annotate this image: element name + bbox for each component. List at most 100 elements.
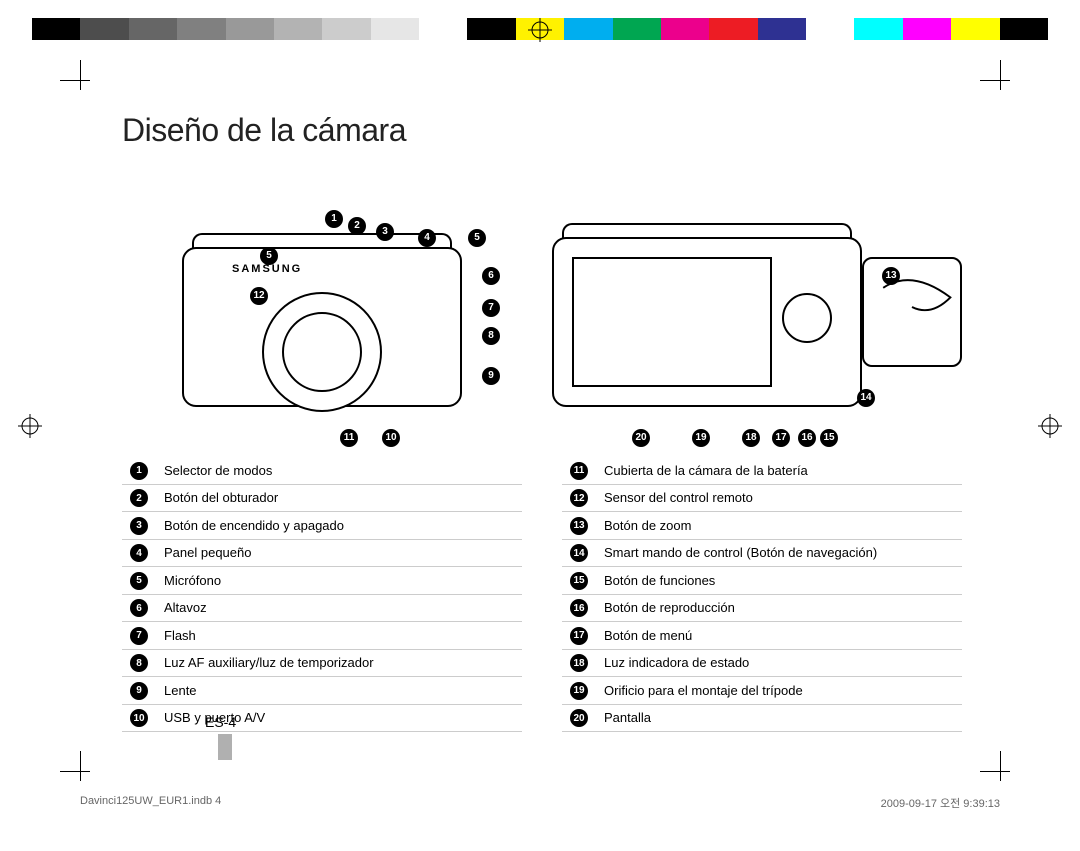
camera-front-figure: SAMSUNG 1234556789101112 [122, 177, 482, 437]
legend-label: Selector de modos [156, 457, 522, 484]
number-circle-icon: 7 [130, 627, 148, 645]
calibration-swatch [564, 18, 612, 40]
dial-icon [782, 293, 832, 343]
callout-number: 11 [340, 429, 358, 447]
content-area: Diseño de la cámara SAMSUNG 123455678910… [122, 112, 962, 732]
legend-label: Botón de reproducción [596, 594, 962, 622]
legend-number-cell: 8 [122, 649, 156, 677]
legend-row: 13 Botón de zoom [562, 512, 962, 540]
callout-number: 2 [348, 217, 366, 235]
legend-row: 15 Botón de funciones [562, 567, 962, 595]
legend-number-cell: 2 [122, 484, 156, 512]
legend-label: Cubierta de la cámara de la batería [596, 457, 962, 484]
number-circle-icon: 1 [130, 462, 148, 480]
legend-number-cell: 16 [562, 594, 596, 622]
callout-number: 20 [632, 429, 650, 447]
calibration-swatch [758, 18, 806, 40]
legend-label: Botón de encendido y apagado [156, 512, 522, 540]
calibration-swatch [80, 18, 128, 40]
legend-row: 11 Cubierta de la cámara de la batería [562, 457, 962, 484]
callout-number: 9 [482, 367, 500, 385]
footer-left: Davinci125UW_EUR1.indb 4 [80, 795, 221, 811]
legend-number-cell: 1 [122, 457, 156, 484]
legend-label: Lente [156, 677, 522, 705]
legend-number-cell: 4 [122, 539, 156, 567]
legend-number-cell: 13 [562, 512, 596, 540]
legend-number-cell: 11 [562, 457, 596, 484]
legend-number-cell: 3 [122, 512, 156, 540]
legend-label: Luz indicadora de estado [596, 649, 962, 677]
legend-label: Micrófono [156, 567, 522, 595]
page-root: Diseño de la cámara SAMSUNG 123455678910… [0, 0, 1080, 851]
legend-row: 1 Selector de modos [122, 457, 522, 484]
number-circle-icon: 5 [130, 572, 148, 590]
footer: Davinci125UW_EUR1.indb 4 2009-09-17 오전 9… [80, 795, 1000, 811]
legend-label: Pantalla [596, 704, 962, 732]
number-circle-icon: 15 [570, 572, 588, 590]
registration-mark-icon [18, 414, 42, 438]
legend-row: 7 Flash [122, 622, 522, 650]
legend-row: 6Altavoz [122, 594, 522, 622]
legend-label: Botón de funciones [596, 567, 962, 595]
number-circle-icon: 6 [130, 599, 148, 617]
callout-number: 19 [692, 429, 710, 447]
registration-mark-icon [1038, 414, 1062, 438]
number-circle-icon: 11 [570, 462, 588, 480]
callout-number: 15 [820, 429, 838, 447]
strap-inset-icon [862, 257, 962, 367]
legend-number-cell: 18 [562, 649, 596, 677]
calibration-swatch [467, 18, 515, 40]
legend-label: Botón de zoom [596, 512, 962, 540]
page-number: ES-4 [205, 714, 236, 730]
calibration-swatch [419, 18, 467, 40]
camera-back-figure: 1314151617181920 [522, 177, 962, 437]
callout-number: 8 [482, 327, 500, 345]
callout-number: 13 [882, 267, 900, 285]
legend-row: 3Botón de encendido y apagado [122, 512, 522, 540]
number-circle-icon: 14 [570, 544, 588, 562]
number-circle-icon: 2 [130, 489, 148, 507]
legend-row: 16Botón de reproducción [562, 594, 962, 622]
callout-number: 5 [260, 247, 278, 265]
legend-right: 11 Cubierta de la cámara de la batería12S… [562, 457, 962, 732]
legend-row: 20Pantalla [562, 704, 962, 732]
callout-number: 1 [325, 210, 343, 228]
legend-label: Botón del obturador [156, 484, 522, 512]
callout-number: 14 [857, 389, 875, 407]
legend-number-cell: 15 [562, 567, 596, 595]
calibration-swatch [903, 18, 951, 40]
legend-label: Orificio para el montaje del trípode [596, 677, 962, 705]
callout-number: 17 [772, 429, 790, 447]
calibration-swatch [274, 18, 322, 40]
legend-label: Luz AF auxiliary/luz de temporizador [156, 649, 522, 677]
legend-row: 9 Lente [122, 677, 522, 705]
legend-number-cell: 9 [122, 677, 156, 705]
legend-number-cell: 17 [562, 622, 596, 650]
legend-row: 12Sensor del control remoto [562, 484, 962, 512]
legend-row: 5 Micrófono [122, 567, 522, 595]
camera-lens-inner-icon [282, 312, 362, 392]
crop-mark-icon [980, 751, 1020, 791]
number-circle-icon: 9 [130, 682, 148, 700]
callout-number: 7 [482, 299, 500, 317]
callout-number: 6 [482, 267, 500, 285]
camera-screen-icon [572, 257, 772, 387]
number-circle-icon: 13 [570, 517, 588, 535]
legend-row: 14Smart mando de control (Botón de naveg… [562, 539, 962, 567]
calibration-swatch [371, 18, 419, 40]
callout-number: 3 [376, 223, 394, 241]
crop-mark-icon [60, 60, 100, 100]
number-circle-icon: 8 [130, 654, 148, 672]
legend-label: Flash [156, 622, 522, 650]
legend-number-cell: 6 [122, 594, 156, 622]
figures-row: SAMSUNG 1234556789101112 131415161718192… [122, 177, 962, 437]
legend-number-cell: 19 [562, 677, 596, 705]
calibration-swatch [854, 18, 902, 40]
callout-number: 16 [798, 429, 816, 447]
legend-label: Panel pequeño [156, 539, 522, 567]
callout-number: 4 [418, 229, 436, 247]
legend-number-cell: 12 [562, 484, 596, 512]
number-circle-icon: 12 [570, 489, 588, 507]
calibration-swatch [129, 18, 177, 40]
legend-row: 17Botón de menú [562, 622, 962, 650]
